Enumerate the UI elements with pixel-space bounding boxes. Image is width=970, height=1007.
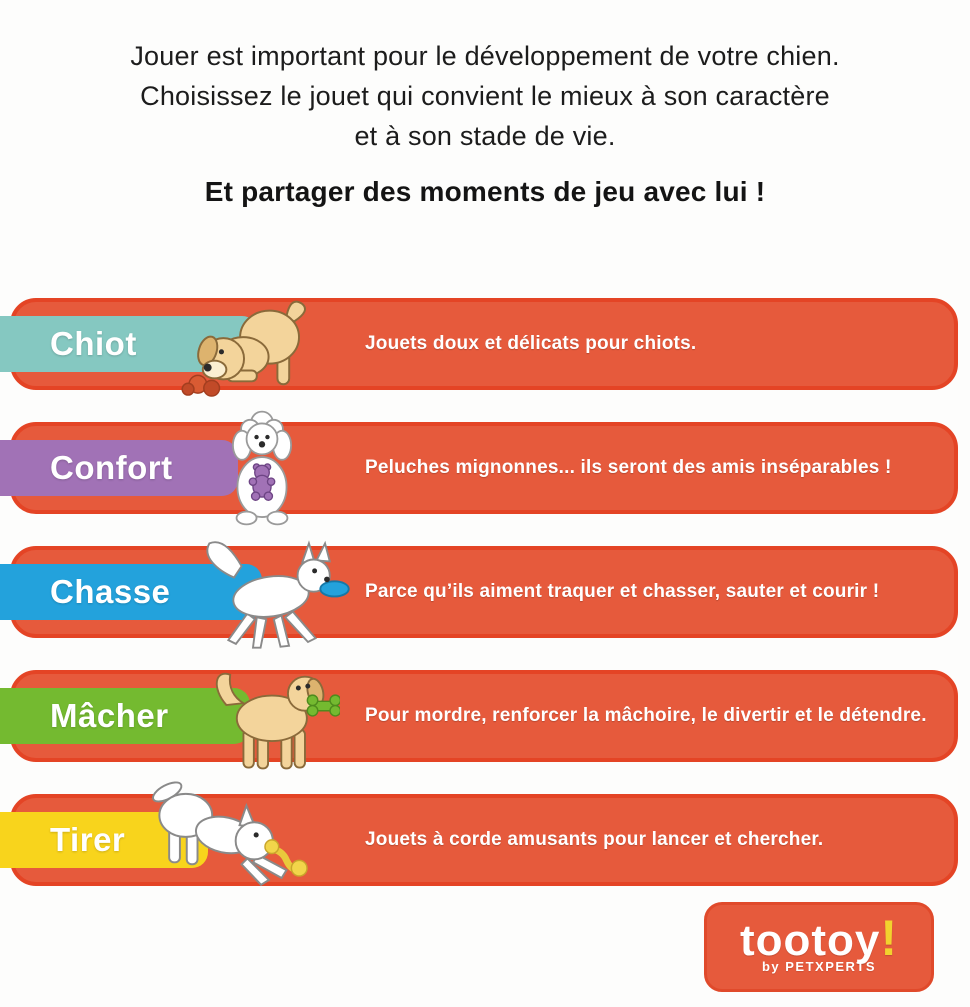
brand-byline: by PETXPERTS bbox=[761, 959, 877, 974]
dog-toy-infographic: Jouer est important pour le développemen… bbox=[0, 36, 970, 1007]
row-chiot: Chiot bbox=[0, 298, 970, 397]
category-label: Chasse bbox=[50, 573, 171, 610]
row-chasse: Chasse Parce qu’ils aiment tr bbox=[0, 540, 970, 649]
poodle-with-teddy-illustration bbox=[232, 410, 292, 526]
intro-line-3: et à son stade de vie. bbox=[354, 121, 616, 151]
brand-logo: tootoy! by PETXPERTS bbox=[704, 902, 934, 992]
category-rows: Chiot bbox=[0, 298, 970, 918]
category-description: Pour mordre, renforcer la mâchoire, le d… bbox=[365, 705, 927, 726]
category-chip: Confort bbox=[0, 440, 238, 496]
running-dog-with-frisbee-illustration bbox=[206, 540, 350, 649]
category-description: Parce qu’ils aiment traquer et chasser, … bbox=[365, 581, 880, 602]
row-confort: Confort bbox=[0, 410, 970, 526]
tagline: Et partager des moments de jeu avec lui … bbox=[204, 176, 766, 207]
intro-line-1: Jouer est important pour le développemen… bbox=[130, 41, 840, 71]
category-chip: Chasse bbox=[0, 564, 262, 620]
brand-word: tootoy bbox=[739, 916, 881, 965]
dog-with-chew-bone-illustration bbox=[215, 672, 340, 770]
category-description: Jouets à corde amusants pour lancer et c… bbox=[365, 829, 824, 850]
category-chip: Chiot bbox=[0, 316, 258, 372]
category-label: Mâcher bbox=[50, 697, 169, 734]
category-description: Jouets doux et délicats pour chiots. bbox=[365, 333, 697, 354]
puppy-with-plush-toy-illustration bbox=[181, 300, 306, 397]
category-label: Confort bbox=[50, 449, 173, 486]
intro-line-2: Choisissez le jouet qui convient le mieu… bbox=[140, 81, 830, 111]
header: Jouer est important pour le développemen… bbox=[0, 36, 970, 208]
brand-wordmark: tootoy! bbox=[707, 913, 931, 965]
category-chip: Mâcher bbox=[0, 688, 250, 744]
row-tirer: Tirer Jouet bbox=[0, 781, 970, 887]
intro-text: Jouer est important pour le développemen… bbox=[0, 36, 970, 156]
brand-exclamation: ! bbox=[880, 910, 899, 966]
row-macher: Mâcher bbox=[0, 670, 970, 770]
category-label: Tirer bbox=[50, 821, 126, 858]
category-description: Peluches mignonnes... ils seront des ami… bbox=[365, 457, 892, 478]
dog-with-rope-toy-illustration bbox=[152, 781, 308, 887]
category-label: Chiot bbox=[50, 325, 137, 362]
